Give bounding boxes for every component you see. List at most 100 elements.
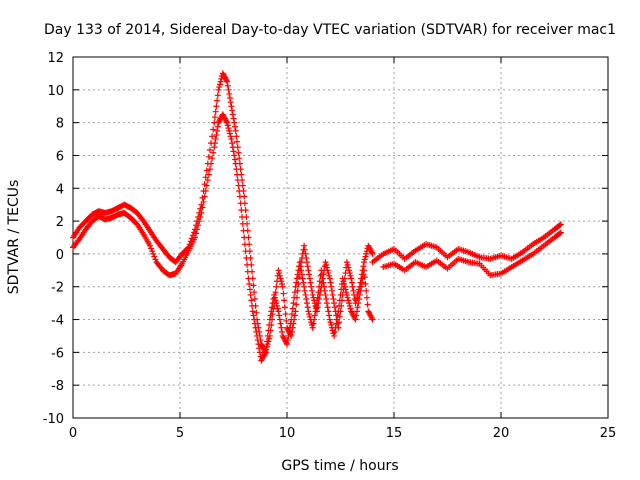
data-point	[353, 312, 360, 319]
data-point	[224, 122, 231, 129]
data-point	[248, 297, 255, 304]
data-point	[224, 82, 231, 89]
data-point	[342, 286, 349, 293]
data-point	[363, 250, 370, 257]
data-point	[272, 297, 279, 304]
data-point	[335, 308, 342, 315]
data-point	[210, 126, 217, 133]
data-point	[279, 328, 286, 335]
data-point	[291, 294, 298, 301]
data-point	[346, 270, 353, 277]
data-point	[318, 271, 325, 278]
data-point	[337, 291, 344, 298]
data-point	[323, 300, 330, 307]
data-point	[214, 92, 221, 99]
data-point	[273, 300, 280, 307]
data-point	[327, 279, 334, 286]
data-point	[214, 97, 221, 104]
data-point	[557, 221, 564, 228]
data-point	[345, 297, 352, 304]
y-tick-labels: -10 -8 -6 -4 -2 0 2 4 6 8 10 12	[43, 51, 64, 427]
data-point	[298, 271, 305, 278]
series-track-d	[380, 229, 564, 279]
data-point	[148, 245, 155, 252]
data-point	[323, 261, 330, 268]
data-point	[301, 287, 308, 294]
data-point	[230, 115, 237, 122]
data-point	[214, 123, 221, 130]
data-point	[240, 227, 247, 234]
data-point	[305, 267, 312, 274]
data-point	[264, 341, 271, 348]
data-point	[264, 332, 271, 339]
data-point	[303, 255, 310, 262]
data-point	[275, 308, 282, 315]
x-tick-labels: 0 5 10 15 20 25	[69, 426, 616, 441]
data-point	[208, 160, 215, 167]
data-point	[266, 316, 273, 323]
data-point	[301, 246, 308, 253]
data-point	[206, 166, 213, 173]
data-point	[276, 270, 283, 277]
data-point	[311, 297, 318, 304]
data-point	[209, 155, 216, 162]
y-tick-label: 4	[56, 182, 64, 197]
data-point	[345, 264, 352, 271]
data-point	[356, 291, 363, 298]
y-tick-label: 8	[56, 117, 64, 132]
data-point	[271, 291, 278, 298]
data-point	[194, 226, 201, 233]
data-point	[349, 283, 356, 290]
data-point	[294, 287, 301, 294]
data-point	[346, 267, 353, 274]
data-point	[272, 289, 279, 296]
data-point	[361, 256, 368, 263]
data-point	[326, 272, 333, 279]
data-point	[362, 253, 369, 260]
data-point	[224, 78, 231, 85]
data-point	[200, 198, 207, 205]
x-tick-label: 25	[600, 426, 617, 441]
data-point	[245, 275, 252, 282]
data-point	[334, 312, 341, 319]
data-point	[267, 312, 274, 319]
data-point	[254, 337, 261, 344]
data-point	[306, 311, 313, 318]
data-point	[279, 283, 286, 290]
data-point	[210, 149, 217, 156]
data-point	[328, 283, 335, 290]
data-point	[224, 119, 231, 126]
x-tick-label: 10	[279, 426, 296, 441]
data-point	[353, 308, 360, 315]
data-point	[223, 77, 230, 84]
data-point	[305, 308, 312, 315]
data-point	[300, 279, 307, 286]
data-point	[287, 320, 294, 327]
data-point	[350, 287, 357, 294]
y-tick-label: -6	[51, 346, 64, 361]
data-point	[250, 312, 257, 319]
data-point	[277, 275, 284, 282]
data-point	[197, 213, 204, 220]
data-points	[70, 70, 564, 364]
data-point	[191, 234, 198, 241]
data-point	[293, 279, 300, 286]
data-point	[232, 160, 239, 167]
data-point	[254, 332, 261, 339]
data-point	[244, 268, 251, 275]
y-tick-label: 6	[56, 149, 64, 164]
data-point	[229, 111, 236, 118]
data-point	[276, 316, 283, 323]
y-tick-label: 2	[56, 215, 64, 230]
y-tick-label: -10	[43, 412, 64, 427]
data-point	[274, 302, 281, 309]
data-point	[228, 103, 235, 110]
data-point	[211, 140, 218, 147]
data-point	[320, 279, 327, 286]
data-point	[319, 275, 326, 282]
data-point	[273, 283, 280, 290]
data-point	[363, 294, 370, 301]
data-point	[226, 95, 233, 102]
data-point	[227, 133, 234, 140]
data-point	[280, 290, 287, 297]
